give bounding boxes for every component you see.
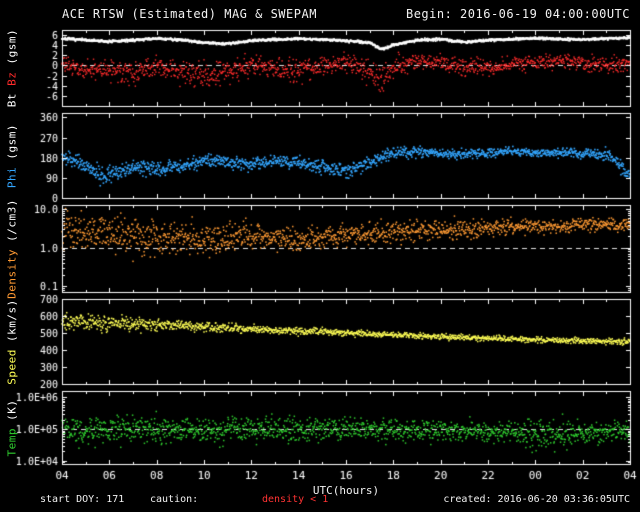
plot-title: ACE RTSW (Estimated) MAG & SWEPAM bbox=[62, 7, 317, 21]
y-axis-label-temp: Temp (K) bbox=[5, 399, 19, 456]
y-axis-label-bt_bz: Bt Bz (gsm) bbox=[5, 28, 19, 108]
created-timestamp: created: 2016-06-20 03:36:05UTC bbox=[443, 494, 630, 505]
y-axis-label-density: Density (/cm3) bbox=[5, 198, 19, 299]
x-axis-label: UTC(hours) bbox=[312, 484, 380, 497]
density-warning-label: density < 1 bbox=[262, 494, 329, 505]
start-doy-label: start DOY: 171 bbox=[40, 494, 125, 505]
begin-timestamp: Begin: 2016-06-19 04:00:00UTC bbox=[405, 7, 630, 21]
header: ACE RTSW (Estimated) MAG & SWEPAM Begin:… bbox=[62, 7, 630, 21]
y-axis-label-phi: Phi (gsm) bbox=[5, 123, 19, 188]
caution-label: caution: bbox=[150, 494, 199, 505]
y-axis-label-speed: Speed (km/s) bbox=[5, 298, 19, 385]
